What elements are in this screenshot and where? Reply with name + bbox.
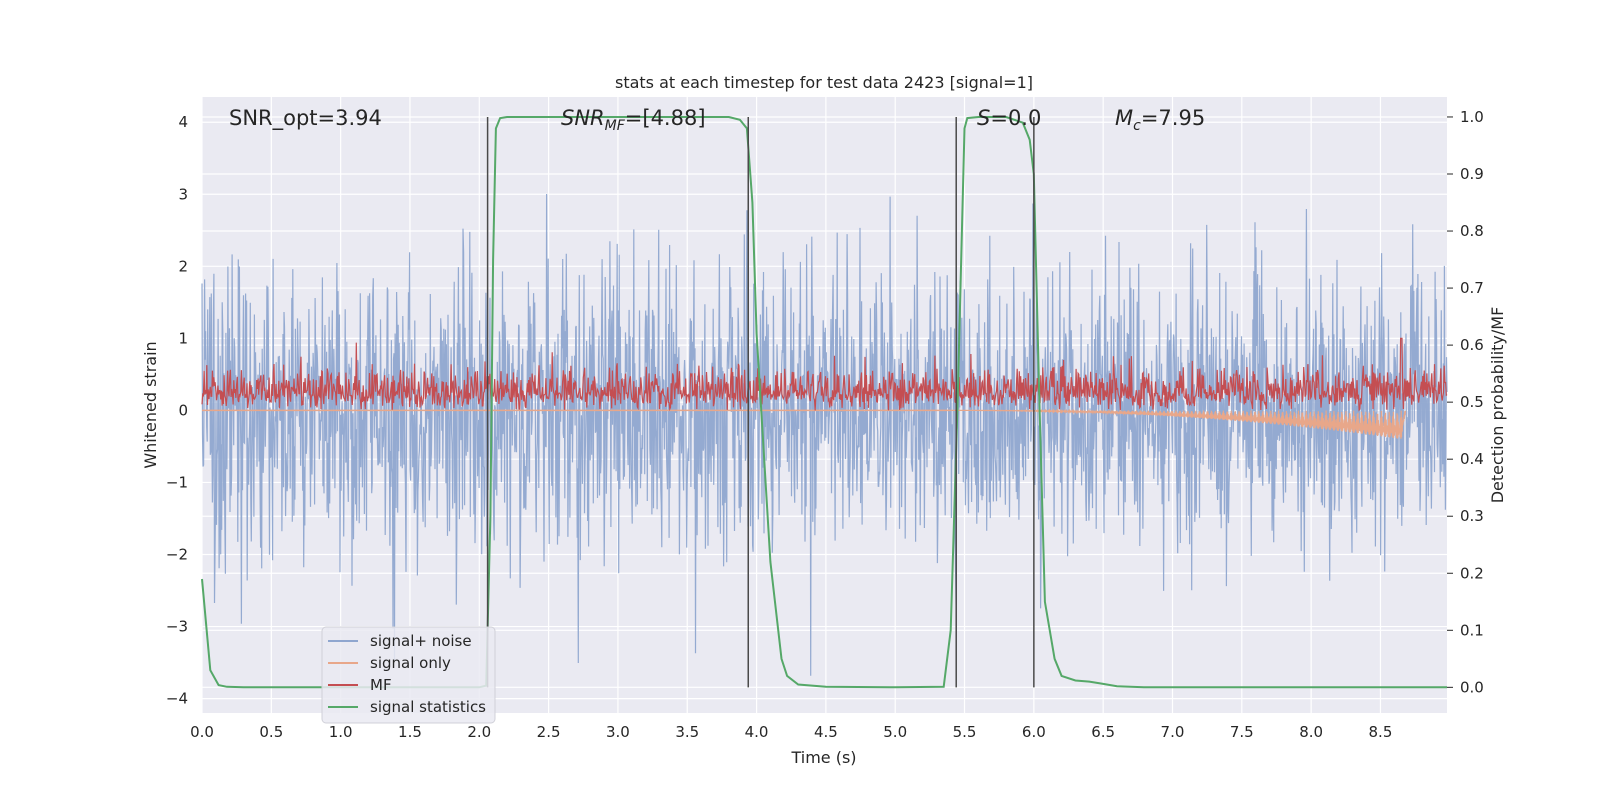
annotation-snr-mf-sub: MF [605, 118, 626, 134]
y-tick-label: −4 [166, 690, 188, 708]
y-tick-label: 0 [178, 401, 188, 419]
y-tick-label: 2 [178, 257, 188, 275]
annotation-snr-opt: SNR_opt=3.94 [229, 106, 382, 131]
annotation-mc: Mc=7.95 [1115, 106, 1205, 134]
y-tick-label: 3 [178, 185, 188, 203]
legend-label-signal-noise: signal+ noise [370, 632, 472, 650]
y-right-tick-label: 0.1 [1460, 621, 1484, 639]
x-axis-label: Time (s) [790, 748, 856, 767]
y-right-tick-label: 1.0 [1460, 108, 1484, 126]
x-tick-label: 6.0 [1022, 723, 1046, 741]
legend-label-mf: MF [370, 676, 392, 694]
annotation-snr-mf-main: SNR [561, 106, 605, 130]
legend-label-signal-statistics: signal statistics [370, 698, 486, 716]
y-tick-label: 1 [178, 329, 188, 347]
x-tick-label: 1.5 [398, 723, 422, 741]
y-right-tick-label: 0.5 [1460, 393, 1484, 411]
annotation-snr-mf: SNRMF=[4.88] [561, 106, 706, 134]
legend-box [321, 626, 496, 724]
y-axis-label: Whitened strain [141, 341, 160, 468]
x-tick-label: 4.5 [814, 723, 838, 741]
legend-label-signal-only: signal only [370, 654, 451, 672]
x-tick-label: 8.0 [1299, 723, 1323, 741]
x-tick-label: 0.5 [259, 723, 283, 741]
x-tick-label: 5.0 [883, 723, 907, 741]
x-tick-label: 3.5 [675, 723, 699, 741]
y-right-tick-label: 0.4 [1460, 450, 1484, 468]
x-tick-label: 4.0 [745, 723, 769, 741]
x-tick-label: 2.5 [537, 723, 561, 741]
y-tick-label: −2 [166, 545, 188, 563]
annotation-s-suffix: =0.0 [990, 106, 1041, 130]
y-tick-label: −1 [166, 473, 188, 491]
annotation-snr-mf-suffix: =[4.88] [625, 106, 706, 130]
tick-labels: 0.0 0.5 1.0 1.5 2.0 2.5 3.0 3.5 4.0 4.5 5.0 5.5 6.0 6… [166, 108, 1484, 741]
x-tick-label: 0.0 [190, 723, 214, 741]
series-mf [201, 337, 1448, 412]
annotation-mc-main: M [1115, 106, 1133, 130]
annotation-s: S=0.0 [977, 106, 1041, 130]
legend: signal+ noise signal only MF signal stat… [321, 626, 496, 724]
y-axis-right-label: Detection probability/MF [1488, 307, 1507, 504]
x-tick-label: 3.0 [606, 723, 630, 741]
y-right-tick-label: 0.0 [1460, 678, 1484, 696]
annotation-s-main: S [977, 106, 990, 130]
x-tick-label: 8.5 [1369, 723, 1393, 741]
y-tick-label: −3 [166, 618, 188, 636]
y-right-tick-label: 0.8 [1460, 222, 1484, 240]
vertical-markers [486, 116, 1035, 688]
y-right-tick-label: 0.6 [1460, 336, 1484, 354]
x-tick-label: 7.0 [1161, 723, 1185, 741]
x-tick-label: 6.5 [1091, 723, 1115, 741]
chart-title: stats at each timestep for test data 242… [615, 73, 1033, 92]
y-right-tick-label: 0.2 [1460, 564, 1484, 582]
y-right-tick-label: 0.7 [1460, 279, 1484, 297]
annotation-mc-suffix: =7.95 [1141, 106, 1205, 130]
y-tick-label: 4 [178, 113, 188, 131]
annotation-mc-sub: c [1133, 118, 1141, 134]
y-right-tick-label: 0.9 [1460, 165, 1484, 183]
series-signal-only [950, 408, 1406, 439]
y-right-tick-label: 0.3 [1460, 507, 1484, 525]
x-tick-label: 2.0 [467, 723, 491, 741]
x-tick-label: 1.0 [329, 723, 353, 741]
x-tick-label: 5.5 [953, 723, 977, 741]
x-tick-label: 7.5 [1230, 723, 1254, 741]
